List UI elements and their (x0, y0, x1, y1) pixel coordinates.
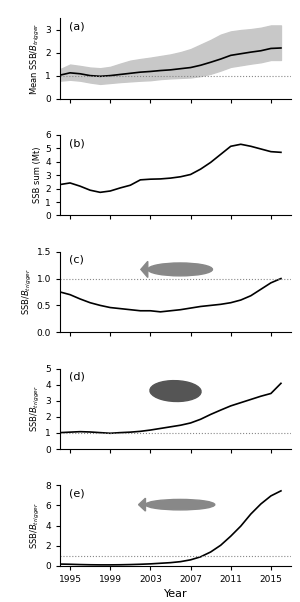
Ellipse shape (148, 263, 212, 276)
Y-axis label: SSB/$B_\mathit{trigger}$: SSB/$B_\mathit{trigger}$ (29, 502, 42, 549)
Text: (c): (c) (69, 255, 84, 265)
Y-axis label: Mean SSB/$B_\mathit{trigger}$: Mean SSB/$B_\mathit{trigger}$ (29, 22, 42, 95)
Text: (b): (b) (69, 138, 85, 148)
Text: (d): (d) (69, 371, 85, 382)
Text: (a): (a) (69, 21, 85, 31)
Y-axis label: SSB sum (Mt): SSB sum (Mt) (33, 147, 42, 203)
X-axis label: Year: Year (164, 589, 187, 600)
Polygon shape (139, 498, 145, 511)
Y-axis label: SSB/$B_\mathit{trigger}$: SSB/$B_\mathit{trigger}$ (21, 268, 34, 315)
Text: (e): (e) (69, 489, 85, 498)
Ellipse shape (150, 380, 201, 402)
Ellipse shape (146, 500, 215, 510)
Polygon shape (141, 261, 148, 278)
Y-axis label: SSB/$B_\mathit{trigger}$: SSB/$B_\mathit{trigger}$ (29, 385, 42, 432)
